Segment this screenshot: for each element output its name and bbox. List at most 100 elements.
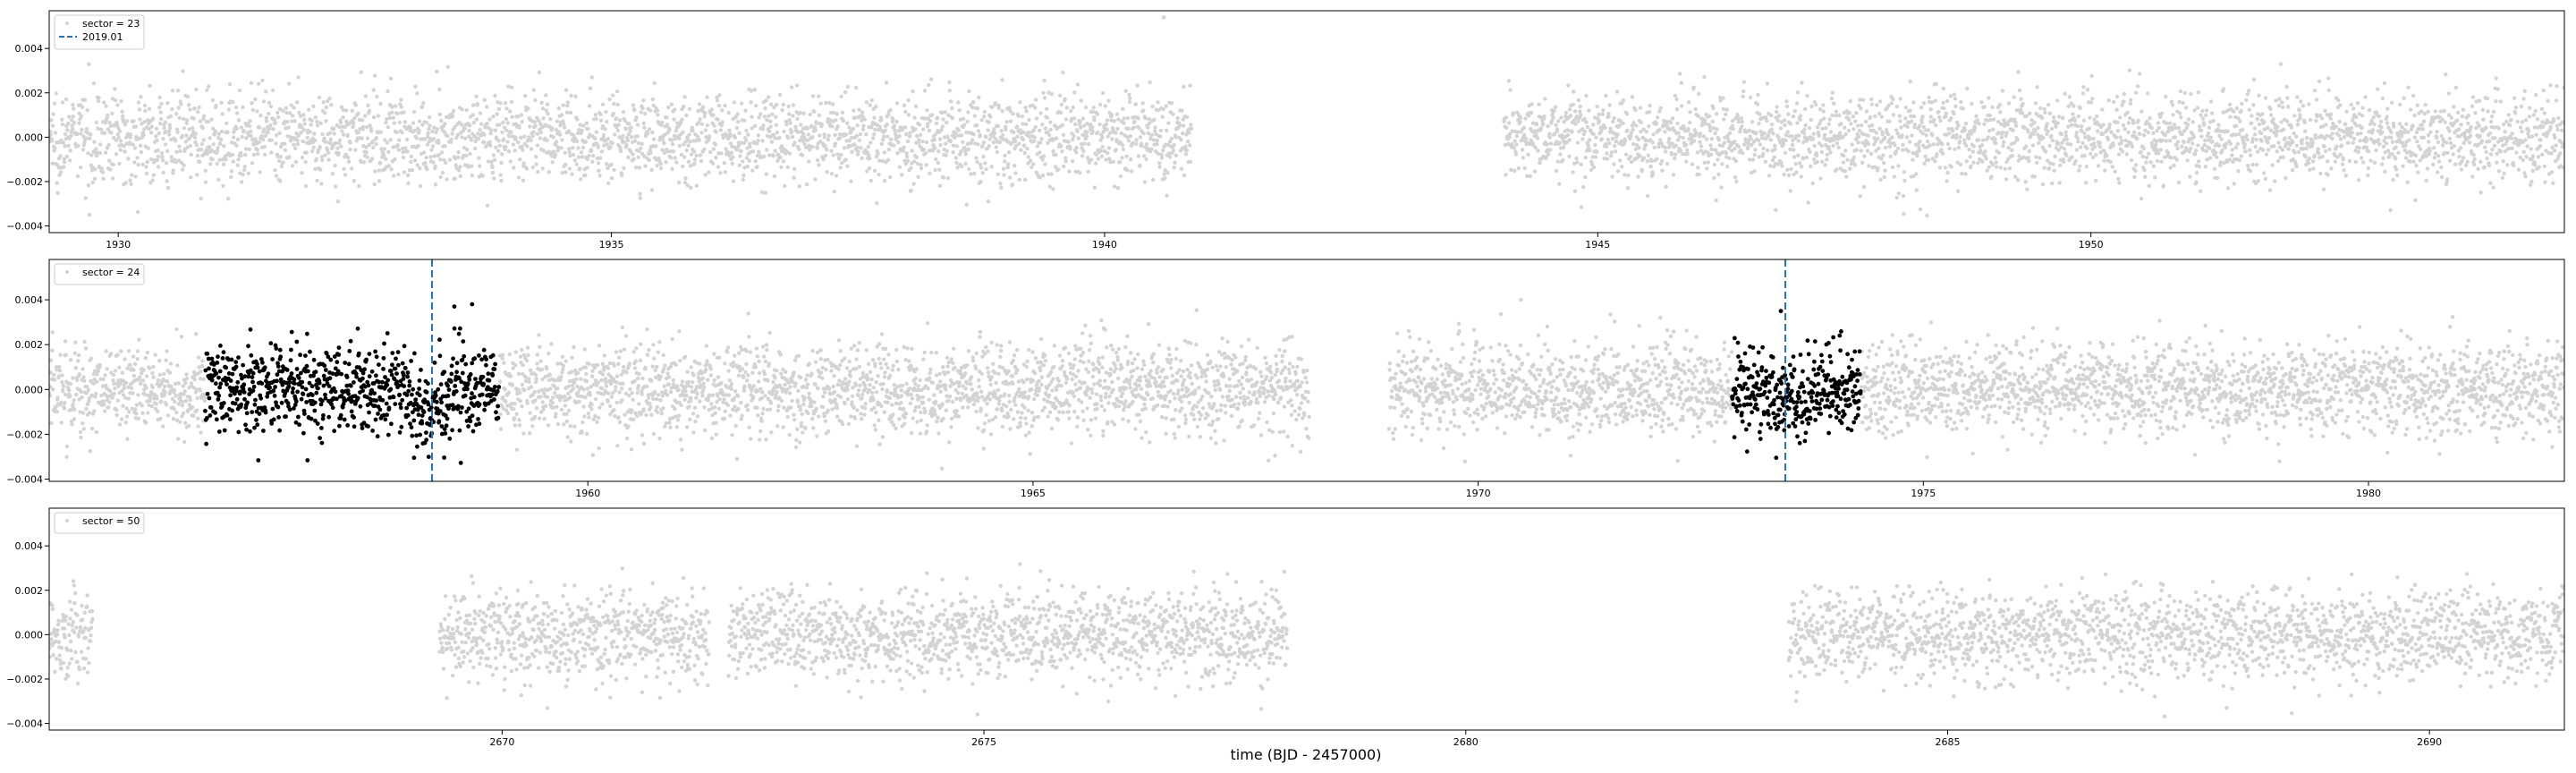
- flux-point: [1537, 102, 1541, 106]
- flux-point: [812, 109, 817, 115]
- flux-point: [1167, 140, 1173, 144]
- flux-point: [371, 88, 376, 92]
- flux-point: [996, 106, 1002, 111]
- flux-point: [697, 102, 702, 106]
- flux-point: [1591, 166, 1597, 170]
- flux-point: [2112, 99, 2116, 105]
- flux-point: [819, 123, 824, 127]
- flux-point: [2106, 98, 2111, 103]
- flux-point: [2256, 179, 2260, 183]
- flux-point: [1774, 208, 1778, 212]
- flux-point: [583, 173, 588, 177]
- flux-point: [218, 141, 223, 146]
- flux-point: [2400, 134, 2404, 139]
- flux-point: [723, 170, 727, 174]
- flux-point: [374, 136, 378, 140]
- flux-point: [796, 130, 801, 134]
- flux-point: [1021, 122, 1025, 126]
- flux-point: [2047, 143, 2052, 149]
- flux-point: [2381, 156, 2385, 161]
- flux-point: [488, 143, 493, 148]
- flux-point: [1637, 146, 1641, 150]
- flux-point: [263, 152, 267, 157]
- flux-point: [1605, 151, 1609, 156]
- flux-point: [826, 137, 831, 142]
- flux-point: [860, 127, 866, 132]
- flux-point: [1974, 114, 1979, 118]
- flux-point: [2218, 160, 2223, 165]
- flux-point: [1886, 103, 1891, 107]
- flux-point: [741, 173, 746, 178]
- flux-point: [442, 130, 447, 134]
- flux-point: [648, 150, 653, 156]
- flux-point: [753, 159, 758, 164]
- flux-point: [1511, 111, 1516, 115]
- flux-point: [834, 118, 838, 123]
- flux-point: [1038, 150, 1042, 155]
- flux-point: [1148, 80, 1152, 85]
- flux-point: [1828, 150, 1833, 155]
- flux-point: [980, 143, 985, 149]
- flux-point: [621, 133, 625, 139]
- flux-point: [1784, 99, 1789, 104]
- flux-point: [769, 140, 775, 144]
- flux-point: [1964, 143, 1969, 148]
- flux-point: [1800, 165, 1804, 169]
- flux-point: [1983, 149, 1987, 154]
- flux-point: [478, 127, 482, 132]
- flux-point: [484, 144, 488, 149]
- flux-point: [2239, 154, 2243, 158]
- flux-point: [1901, 148, 1905, 152]
- flux-point: [394, 104, 398, 108]
- flux-point: [2120, 139, 2124, 143]
- flux-point: [1814, 102, 1818, 107]
- flux-point: [2412, 113, 2417, 118]
- flux-point: [315, 119, 319, 124]
- flux-point: [750, 126, 754, 131]
- flux-point: [1770, 122, 1775, 127]
- flux-point: [663, 132, 667, 137]
- flux-point: [1626, 173, 1631, 178]
- flux-point: [1957, 139, 1962, 144]
- flux-point: [2301, 104, 2306, 108]
- flux-point: [248, 119, 252, 123]
- flux-point: [1625, 112, 1630, 116]
- flux-point: [1971, 160, 1976, 165]
- flux-point: [1659, 158, 1665, 164]
- flux-point: [565, 100, 571, 105]
- flux-point: [2253, 181, 2258, 185]
- flux-point: [1158, 134, 1163, 139]
- flux-point: [2120, 149, 2125, 154]
- flux-point: [75, 174, 80, 179]
- flux-point: [1532, 129, 1537, 133]
- flux-point: [55, 191, 60, 195]
- flux-point: [2019, 107, 2023, 112]
- flux-point: [2078, 106, 2082, 111]
- flux-point: [264, 89, 268, 94]
- flux-point: [2255, 116, 2259, 122]
- flux-point: [204, 148, 208, 153]
- flux-point: [983, 161, 987, 166]
- flux-point: [2357, 112, 2361, 116]
- flux-point: [165, 101, 170, 106]
- flux-point: [492, 157, 497, 162]
- flux-point: [2050, 181, 2055, 186]
- flux-point: [1928, 115, 1934, 119]
- flux-point: [1839, 122, 1843, 126]
- flux-point: [1041, 154, 1046, 158]
- flux-point: [894, 119, 899, 124]
- flux-point: [403, 146, 408, 150]
- flux-point: [1817, 140, 1822, 146]
- flux-point: [1515, 130, 1521, 134]
- flux-point: [606, 166, 610, 171]
- flux-point: [1174, 153, 1179, 157]
- flux-point: [575, 117, 580, 122]
- flux-point: [470, 113, 475, 117]
- flux-point: [702, 115, 707, 119]
- flux-point: [1814, 153, 1819, 158]
- flux-point: [910, 149, 914, 153]
- flux-point: [79, 132, 83, 136]
- flux-point: [1023, 122, 1029, 126]
- flux-point: [402, 110, 406, 115]
- flux-point: [2173, 135, 2177, 140]
